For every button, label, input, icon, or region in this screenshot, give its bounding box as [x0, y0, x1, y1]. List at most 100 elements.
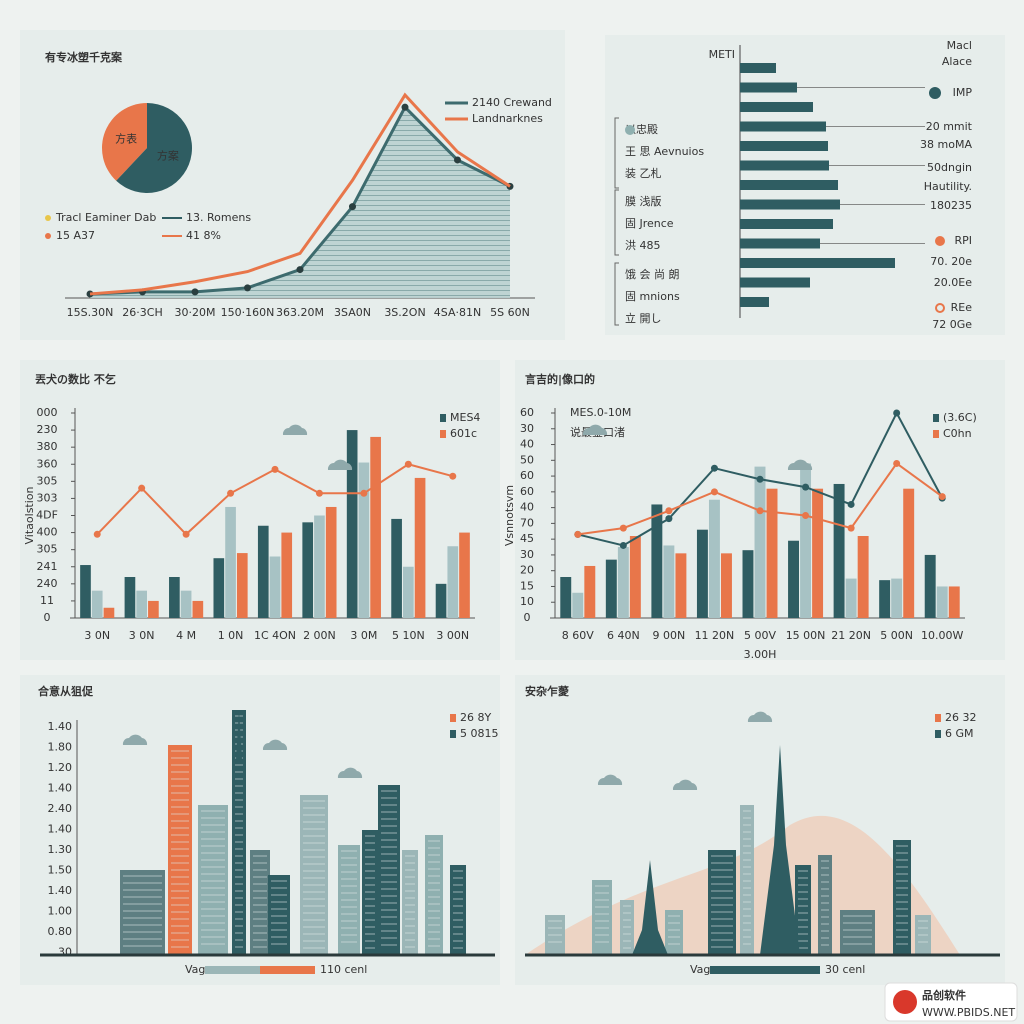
- point: [756, 475, 764, 483]
- x-tick-label: 5S 60N: [490, 306, 530, 319]
- bar: [447, 546, 459, 618]
- side-label: RPI: [954, 234, 972, 247]
- y-tick-label: 30: [58, 946, 72, 959]
- point: [191, 288, 199, 296]
- point: [802, 483, 810, 491]
- x-axis-label: 3.00H: [744, 648, 777, 661]
- building: [250, 850, 270, 955]
- cloud: [747, 711, 773, 722]
- bar: [370, 436, 381, 618]
- bar: [148, 600, 159, 618]
- bar: [833, 483, 845, 618]
- bar: [314, 515, 325, 618]
- building: [893, 840, 911, 955]
- y-tick-label: 0: [44, 611, 51, 624]
- point: [360, 489, 368, 497]
- point: [710, 488, 718, 496]
- bar: [740, 219, 833, 229]
- side-label: 72 0Ge: [932, 318, 972, 331]
- side-label: REe: [951, 301, 973, 314]
- bar: [180, 590, 192, 618]
- x-tick-label: 3S.2ON: [384, 306, 425, 319]
- building: [740, 805, 754, 955]
- side-label: 38 moMA: [920, 138, 972, 151]
- cloud: [327, 459, 353, 470]
- point: [401, 103, 409, 111]
- legend-swatch: [933, 430, 939, 438]
- y-tick-label: 380: [37, 440, 58, 453]
- bar: [663, 545, 675, 618]
- side-label: 20.0Ee: [934, 276, 972, 289]
- cloud: [787, 459, 813, 470]
- side-label: Alace: [942, 55, 972, 68]
- y-tick-label: 1.40: [48, 884, 73, 897]
- y-tick-label: 1.00: [48, 905, 73, 918]
- y-tick-label: 305: [37, 543, 58, 556]
- watermark-name: 品创软件: [922, 988, 966, 1002]
- bar: [740, 258, 895, 268]
- point: [296, 266, 304, 274]
- x-tick-label: 4 M: [176, 629, 196, 642]
- tower: [760, 745, 800, 955]
- legend-marker: [45, 215, 51, 221]
- marker: [935, 303, 945, 313]
- bar: [845, 578, 857, 618]
- box-label: 洪 485: [625, 238, 661, 252]
- legend-label: 26 32: [945, 711, 977, 724]
- y-tick-label: 40: [520, 501, 534, 514]
- pie-slice: [116, 103, 193, 193]
- building: [592, 880, 612, 955]
- side-label: 20 mmit: [926, 120, 973, 133]
- chart-title: METI: [709, 48, 735, 61]
- point: [665, 515, 673, 523]
- point: [574, 530, 582, 538]
- building: [795, 865, 811, 955]
- x-tick-label: 11 20N: [695, 629, 735, 642]
- y-tick-label: 10: [520, 595, 534, 608]
- bar: [236, 553, 248, 618]
- area: [90, 107, 510, 299]
- box-label: 立 開し: [625, 311, 662, 325]
- panel-title: 合意从狙促: [38, 684, 94, 698]
- point: [938, 493, 946, 501]
- legend-swatch: [450, 714, 456, 722]
- bar: [605, 559, 617, 618]
- box-label: 固 Jrence: [625, 217, 674, 230]
- point: [182, 530, 190, 538]
- building: [840, 910, 875, 955]
- cloud: [282, 424, 308, 435]
- building: [450, 865, 466, 955]
- legend-swatch: [933, 414, 939, 422]
- point: [138, 484, 146, 492]
- legend-label: 26 8Y: [460, 711, 491, 724]
- bar: [742, 550, 754, 618]
- scale-label: Vag: [185, 963, 205, 976]
- y-tick-label: 15: [520, 579, 534, 592]
- building: [818, 855, 832, 955]
- bar: [800, 463, 812, 618]
- side-label: Macl: [947, 39, 972, 52]
- building: [708, 850, 736, 955]
- bar: [766, 488, 778, 618]
- side-label: 180235: [930, 199, 972, 212]
- x-tick-label: 363.20M: [276, 306, 324, 319]
- point: [271, 465, 279, 473]
- y-tick-label: 40: [520, 438, 534, 451]
- point: [93, 530, 101, 538]
- bar: [740, 199, 840, 210]
- y-tick-label: 241: [37, 560, 58, 573]
- x-tick-label: 9 00N: [653, 629, 686, 642]
- box-bracket: [614, 117, 619, 189]
- bar: [740, 180, 838, 190]
- bar: [281, 532, 293, 618]
- x-tick-label: 1 0N: [218, 629, 244, 642]
- legend-label: 6 GM: [945, 727, 974, 740]
- legend-label: Landnarknes: [472, 112, 543, 125]
- marker: [625, 125, 635, 135]
- point: [710, 464, 718, 472]
- box-label: 固 mnions: [625, 290, 680, 303]
- x-tick-label: 5 00N: [880, 629, 913, 642]
- point: [449, 472, 457, 480]
- bar: [924, 554, 936, 618]
- box-bracket: [614, 262, 619, 326]
